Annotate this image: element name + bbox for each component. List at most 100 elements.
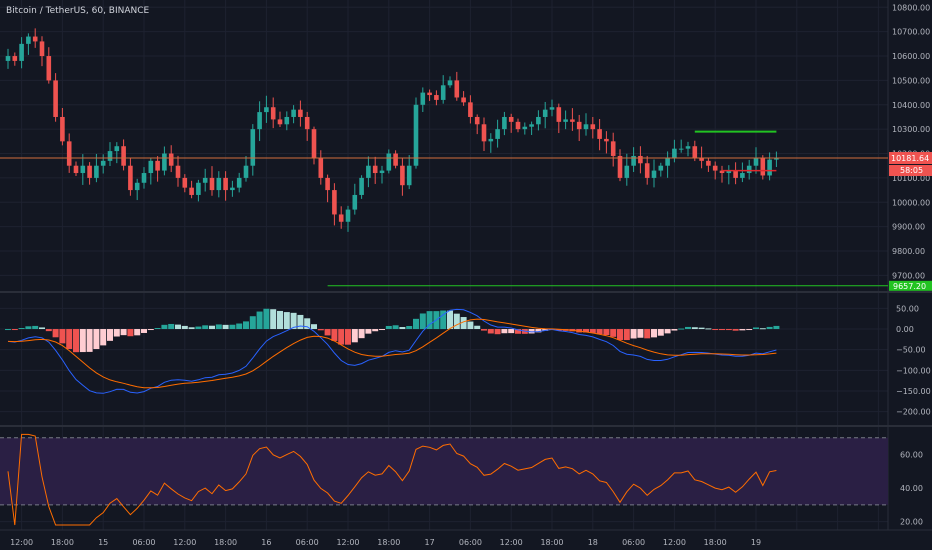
candle-body — [46, 56, 52, 81]
macd-bar — [419, 313, 426, 330]
macd-bar — [127, 329, 134, 337]
macd-bar — [413, 318, 419, 330]
macd-bar — [338, 329, 345, 345]
time-tick-label: 18:00 — [214, 538, 237, 547]
macd-bar — [453, 313, 460, 330]
time-tick-label: 18:00 — [704, 538, 727, 547]
candle-body — [434, 95, 439, 100]
indicator-lines — [7, 308, 777, 526]
price-tick-label: 10400.00 — [892, 101, 930, 110]
candle-body — [427, 92, 432, 96]
candle-body — [366, 165, 371, 178]
candle-body — [66, 141, 72, 166]
candle-body — [196, 182, 201, 195]
candle-body — [318, 158, 324, 178]
candle-body — [87, 165, 92, 178]
macd-bar — [678, 328, 685, 330]
countdown-badge — [889, 165, 932, 177]
candle-body — [604, 138, 609, 142]
candles — [5, 28, 779, 232]
macd-bar — [168, 323, 175, 330]
candle-body — [121, 146, 126, 166]
candle-body — [359, 177, 364, 195]
candle-body — [352, 194, 358, 210]
macd-bar — [317, 329, 324, 331]
macd-bar — [766, 326, 773, 330]
macd-bar — [331, 329, 338, 341]
countdown-label: 58:05 — [900, 166, 923, 175]
candle-body — [400, 165, 405, 186]
candle-body — [563, 119, 568, 122]
macd-bar — [596, 329, 603, 335]
time-tick-label: 18:00 — [540, 538, 563, 547]
candle-body — [5, 56, 11, 61]
macd-tick-label: 50.00 — [896, 304, 919, 313]
candle-body — [39, 41, 45, 57]
candle-body — [80, 165, 86, 174]
bottom-level-label: 9657.20 — [893, 282, 926, 291]
macd-bar — [685, 326, 691, 330]
macd-bar — [93, 329, 100, 350]
candle-body — [549, 107, 555, 110]
macd-bar — [154, 328, 161, 330]
macd-bar — [447, 310, 453, 330]
candle-body — [298, 109, 303, 117]
candle-body — [631, 155, 636, 166]
candle-body — [372, 165, 378, 174]
macd-bar — [215, 324, 222, 330]
candle-body — [502, 116, 507, 130]
candle-body — [386, 153, 392, 171]
candle-body — [32, 36, 38, 42]
candle-body — [440, 85, 446, 100]
macd-bar — [610, 329, 617, 337]
macd-bar — [426, 311, 433, 330]
candle-body — [12, 56, 18, 61]
candle-body — [26, 36, 31, 44]
macd-bar — [528, 329, 535, 334]
macd-bar — [753, 327, 759, 330]
candle-body — [746, 165, 752, 174]
candle-body — [488, 138, 494, 142]
candle-body — [413, 104, 419, 166]
last-price-label: 10181.64 — [891, 154, 929, 163]
macd-bar — [290, 312, 297, 330]
price-tick-label: 10800.00 — [892, 3, 930, 12]
macd-bar — [52, 329, 59, 338]
candle-body — [522, 126, 528, 130]
candle-body — [495, 129, 500, 139]
macd-bar — [181, 325, 188, 330]
candle-body — [760, 158, 766, 176]
candle-body — [338, 214, 344, 222]
time-tick-label: 06:00 — [296, 538, 319, 547]
macd-tick-label: −50.00 — [896, 346, 926, 355]
candle-body — [672, 148, 677, 159]
candle-body — [706, 160, 711, 166]
macd-bar — [739, 329, 746, 331]
macd-bar — [11, 329, 18, 331]
macd-tick-label: −100.00 — [896, 366, 931, 375]
macd-bar — [773, 325, 780, 330]
candle-body — [19, 43, 24, 61]
macd-bar — [18, 328, 25, 330]
candle-body — [658, 165, 664, 171]
macd-bar — [501, 329, 508, 334]
candle-body — [597, 129, 602, 139]
macd-tick-label: 0.00 — [896, 325, 914, 334]
candle-body — [155, 160, 160, 171]
macd-bar — [698, 327, 705, 330]
rsi-band-fill — [0, 437, 888, 505]
macd-bar — [440, 310, 447, 330]
macd-bar — [392, 325, 399, 330]
candle-body — [250, 129, 256, 166]
macd-bar — [243, 321, 249, 330]
macd-bar — [45, 329, 52, 332]
macd-tick-label: −150.00 — [896, 387, 931, 396]
time-tick-label: 12:00 — [500, 538, 523, 547]
candle-body — [114, 146, 120, 152]
candle-body — [576, 121, 582, 130]
macd-bar — [202, 325, 209, 330]
candle-body — [107, 151, 113, 161]
macd-bar — [746, 329, 753, 331]
